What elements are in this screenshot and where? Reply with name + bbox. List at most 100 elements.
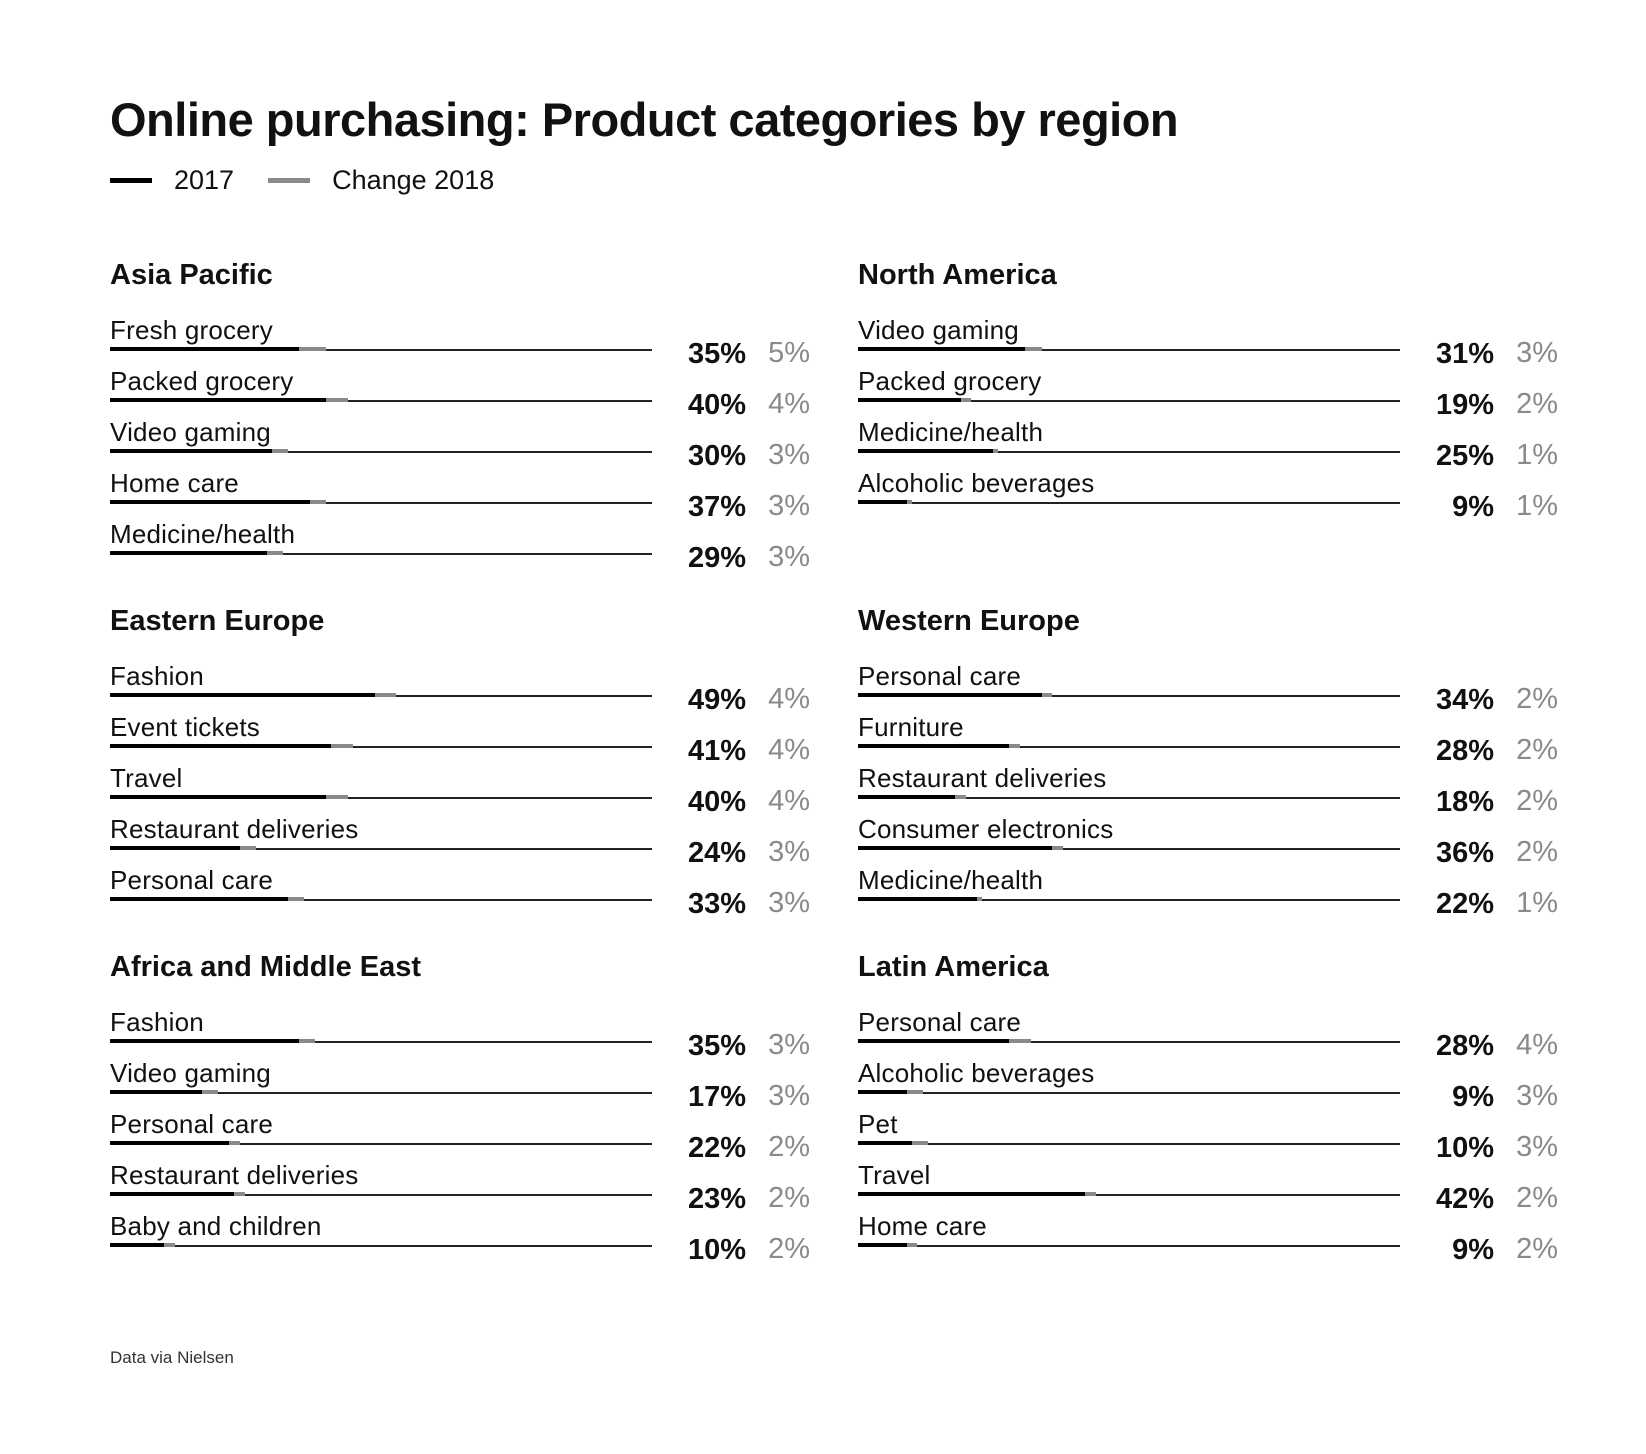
bar-2017 bbox=[858, 398, 961, 402]
value-label-2017: 35% bbox=[687, 1030, 746, 1062]
value-label-change-2018: 2% bbox=[1516, 1233, 1558, 1265]
bar-track bbox=[110, 746, 652, 748]
value-label-change-2018: 3% bbox=[768, 1029, 810, 1061]
category-label: Alcoholic beverages bbox=[858, 468, 1095, 498]
value-label-2017: 40% bbox=[687, 786, 746, 818]
value-label-change-2018: 3% bbox=[768, 490, 810, 522]
value-label-change-2018: 3% bbox=[768, 439, 810, 471]
value-label-change-2018: 2% bbox=[1516, 836, 1558, 868]
value-label-2017: 33% bbox=[687, 888, 746, 920]
bar-2017 bbox=[110, 744, 332, 748]
bar-2017 bbox=[858, 1192, 1085, 1196]
category-label: Travel bbox=[858, 1160, 931, 1190]
value-label-change-2018: 4% bbox=[1516, 1029, 1558, 1061]
value-label-change-2018: 3% bbox=[1516, 1131, 1558, 1163]
category-label: Medicine/health bbox=[858, 865, 1044, 895]
value-label-change-2018: 2% bbox=[1516, 683, 1558, 715]
legend-item-2017: 2017 bbox=[110, 165, 234, 196]
value-label-2017: 24% bbox=[687, 837, 746, 869]
bar-track bbox=[858, 1041, 1400, 1043]
value-label-2017: 29% bbox=[687, 542, 746, 574]
value-label-change-2018: 4% bbox=[768, 785, 810, 817]
category-label: Packed grocery bbox=[110, 366, 294, 396]
legend-label-change-2018: Change 2018 bbox=[332, 164, 495, 195]
category-row: Video gaming 31% 3% bbox=[858, 315, 1558, 370]
legend: 2017 Change 2018 bbox=[110, 162, 528, 198]
category-row: Medicine/health 29% 3% bbox=[110, 519, 810, 574]
bar-2017 bbox=[110, 795, 326, 799]
bar-2017 bbox=[858, 347, 1026, 351]
bar-change-2018 bbox=[234, 1192, 245, 1196]
bar-track bbox=[858, 899, 1400, 901]
category-row: Personal care 22% 2% bbox=[110, 1109, 810, 1164]
category-row: Packed grocery 19% 2% bbox=[858, 366, 1558, 421]
bar-track bbox=[858, 797, 1400, 799]
bar-2017 bbox=[858, 500, 907, 504]
category-label: Video gaming bbox=[858, 315, 1019, 345]
bar-2017 bbox=[110, 693, 375, 697]
category-label: Restaurant deliveries bbox=[110, 1160, 359, 1190]
value-label-change-2018: 4% bbox=[768, 388, 810, 420]
value-label-2017: 37% bbox=[687, 491, 746, 523]
bar-2017 bbox=[110, 1141, 229, 1145]
bar-track bbox=[858, 349, 1400, 351]
value-label-change-2018: 1% bbox=[1516, 439, 1558, 471]
bar-change-2018 bbox=[955, 795, 966, 799]
bar-2017 bbox=[858, 846, 1053, 850]
region-title: Western Europe bbox=[858, 605, 1080, 637]
value-label-2017: 22% bbox=[1435, 888, 1494, 920]
bar-2017 bbox=[110, 846, 240, 850]
bar-track bbox=[858, 1092, 1400, 1094]
value-label-change-2018: 5% bbox=[768, 337, 810, 369]
bar-2017 bbox=[858, 1090, 907, 1094]
bar-change-2018 bbox=[326, 795, 348, 799]
value-label-2017: 31% bbox=[1435, 338, 1494, 370]
category-row: Baby and children 10% 2% bbox=[110, 1211, 810, 1266]
value-label-2017: 30% bbox=[687, 440, 746, 472]
bar-track bbox=[110, 1092, 652, 1094]
category-row: Personal care 33% 3% bbox=[110, 865, 810, 920]
category-row: Alcoholic beverages 9% 3% bbox=[858, 1058, 1558, 1113]
category-label: Medicine/health bbox=[110, 519, 296, 549]
bar-track bbox=[858, 1194, 1400, 1196]
bar-change-2018 bbox=[906, 1243, 918, 1247]
value-label-change-2018: 2% bbox=[768, 1233, 810, 1265]
bar-change-2018 bbox=[1052, 846, 1064, 850]
category-label: Home care bbox=[110, 468, 239, 498]
value-label-2017: 9% bbox=[1452, 491, 1494, 523]
value-label-2017: 17% bbox=[687, 1081, 746, 1113]
category-row: Home care 37% 3% bbox=[110, 468, 810, 523]
category-row: Restaurant deliveries 18% 2% bbox=[858, 763, 1558, 818]
category-label: Fashion bbox=[110, 661, 204, 691]
value-label-change-2018: 3% bbox=[768, 1080, 810, 1112]
value-label-2017: 40% bbox=[687, 389, 746, 421]
bar-change-2018 bbox=[906, 500, 912, 504]
category-row: Travel 42% 2% bbox=[858, 1160, 1558, 1215]
bar-track bbox=[110, 1143, 652, 1145]
value-label-2017: 9% bbox=[1452, 1234, 1494, 1266]
region-title: North America bbox=[858, 259, 1057, 291]
value-label-change-2018: 4% bbox=[768, 734, 810, 766]
category-row: Personal care 34% 2% bbox=[858, 661, 1558, 716]
bar-2017 bbox=[110, 449, 272, 453]
value-label-change-2018: 1% bbox=[1516, 490, 1558, 522]
category-row: Restaurant deliveries 23% 2% bbox=[110, 1160, 810, 1215]
bar-track bbox=[110, 1245, 652, 1247]
bar-2017 bbox=[110, 1039, 299, 1043]
category-label: Video gaming bbox=[110, 417, 271, 447]
bar-track bbox=[110, 400, 652, 402]
category-label: Travel bbox=[110, 763, 183, 793]
bar-2017 bbox=[858, 744, 1010, 748]
bar-change-2018 bbox=[288, 897, 305, 901]
legend-swatch-2017 bbox=[110, 177, 152, 183]
value-label-change-2018: 4% bbox=[768, 683, 810, 715]
bar-2017 bbox=[858, 1243, 907, 1247]
bar-change-2018 bbox=[906, 1090, 923, 1094]
region-title: Africa and Middle East bbox=[110, 951, 422, 983]
bar-2017 bbox=[858, 693, 1042, 697]
bar-2017 bbox=[110, 347, 299, 351]
category-label: Furniture bbox=[858, 712, 964, 742]
value-label-2017: 10% bbox=[1435, 1132, 1494, 1164]
bar-change-2018 bbox=[164, 1243, 175, 1247]
bar-change-2018 bbox=[1025, 347, 1042, 351]
